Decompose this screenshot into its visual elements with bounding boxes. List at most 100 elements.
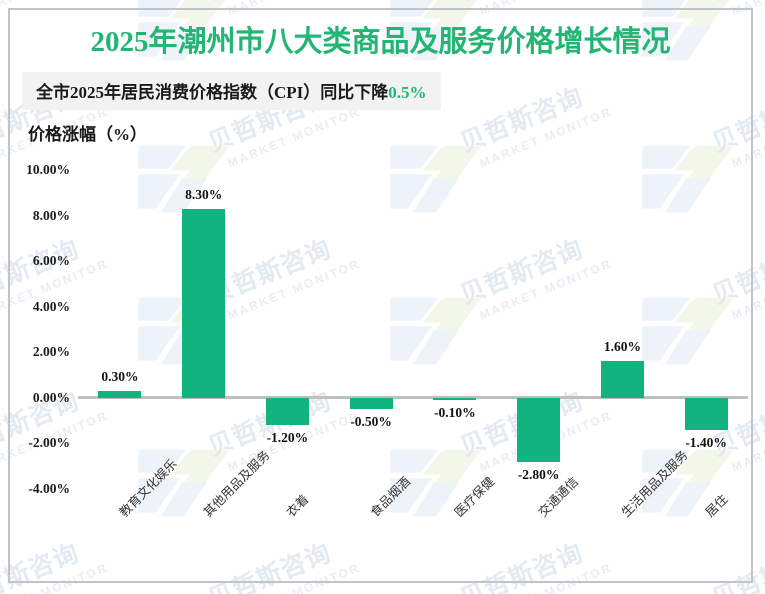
watermark-logo-icon [390,145,482,213]
watermark-text-en: MARKET MONITOR [477,256,615,323]
bar[interactable] [265,397,309,426]
watermark-text-cn: 贝哲斯咨询 [708,387,765,462]
watermark-logo-icon [642,297,734,365]
x-axis-category-label: 医疗保健 [451,474,497,520]
watermark-logo-icon [390,297,482,365]
y-axis-tick-label: 10.00% [26,162,70,177]
watermark-text-cn: 贝哲斯咨询 [454,0,608,7]
x-axis-category-label: 其他用品及服务 [200,447,273,520]
y-axis-tick-label: 2.00% [32,344,70,360]
bar-value-label: -1.40% [685,434,727,450]
y-axis-tick-label: -4.00% [28,481,70,496]
watermark-text-en: MARKET MONITOR [729,256,765,323]
subtitle-prefix: 全市2025年居民消费价格指数（CPI）同比下降 [36,83,389,102]
watermark-text-en: MARKET MONITOR [0,256,111,323]
bar[interactable] [349,397,393,410]
bar-value-label: 1.60% [603,339,641,355]
watermark-text-en: MARKET MONITOR [729,408,765,475]
watermark-logo-icon [642,449,734,517]
subtitle-highlight: 0.5% [388,83,427,102]
subtitle-banner: 全市2025年居民消费价格指数（CPI）同比下降0.5% [22,72,441,110]
watermark-text-cn: 贝哲斯咨询 [204,387,336,462]
watermark-logo-icon [390,449,482,517]
watermark-text-cn: 贝哲斯咨询 [456,387,588,462]
watermark-text-cn: 贝哲斯咨询 [706,0,765,7]
watermark-text-en: MARKET MONITOR [0,560,111,594]
watermark-text-en: MARKET MONITOR [477,560,615,594]
bar-value-label: -2.80% [517,466,560,482]
y-axis-tick-label: -2.00% [28,435,70,451]
bar[interactable] [182,208,226,398]
x-axis-category-label: 交通通信 [535,474,581,520]
watermark-logo-icon [138,449,230,517]
y-axis-tick-label: 6.00% [32,253,70,269]
bar[interactable] [600,361,644,398]
watermark-text-en: MARKET MONITOR [225,560,363,594]
y-axis-tick-label: 8.00% [32,207,70,223]
x-axis-category-label: 居住 [702,492,731,520]
y-axis-title: 价格涨幅（%） [28,125,147,144]
watermark-text-cn: 贝哲斯咨询 [0,539,84,594]
watermark-text-en: MARKET MONITOR [477,408,615,475]
watermark-text-en: MARKET MONITOR [730,560,765,594]
watermark-text-cn: 贝哲斯咨询 [204,235,336,310]
watermark-text-cn: 贝哲斯咨询 [708,235,765,310]
y-axis-tick-label: 0.00% [32,389,70,405]
x-axis-category-label: 生活用品及服务 [619,447,691,520]
subtitle-text: 全市2025年居民消费价格指数（CPI）同比下降0.5% [36,83,427,102]
bar-value-label: -0.10% [434,405,476,421]
bar-value-label: -1.20% [266,430,309,446]
watermark-text-cn: 贝哲斯咨询 [202,0,356,7]
watermark-text-cn: 贝哲斯咨询 [0,0,104,7]
bar-value-label: -0.50% [350,414,392,430]
watermark-text-cn: 贝哲斯咨询 [0,387,84,462]
watermark-logo-icon [642,145,734,213]
page-title: 2025年潮州市八大类商品及服务价格增长情况 [90,26,671,58]
x-axis-category-label: 教育文化娱乐 [116,456,180,520]
watermark-text-cn: 贝哲斯咨询 [708,539,765,594]
bar[interactable] [433,397,477,401]
watermark-text-cn: 贝哲斯咨询 [456,539,588,594]
bar-value-label: 8.30% [185,186,223,202]
watermark-text-en: MARKET MONITOR [0,408,111,475]
y-axis-tick-label: 4.00% [32,298,70,314]
watermark-text-cn: 贝哲斯咨询 [0,235,84,310]
bar[interactable] [98,391,142,398]
bar[interactable] [517,397,561,462]
zero-baseline [78,396,748,400]
x-axis-category-label: 衣着 [284,492,312,520]
bar[interactable] [684,397,728,430]
chart-header: 2025年潮州市八大类商品及服务价格增长情况 全市2025年居民消费价格指数（C… [10,10,751,145]
x-axis-category-label: 食品烟酒 [367,474,414,520]
watermark-text-cn: 贝哲斯咨询 [204,539,336,594]
watermark-text-en: MARKET MONITOR [225,408,363,475]
watermark-text-cn: 贝哲斯咨询 [456,235,588,310]
watermark-logo-icon [138,145,230,213]
bar-value-label: 0.30% [101,369,139,385]
watermark-text-en: MARKET MONITOR [225,256,363,323]
watermark-logo-icon [138,297,230,365]
